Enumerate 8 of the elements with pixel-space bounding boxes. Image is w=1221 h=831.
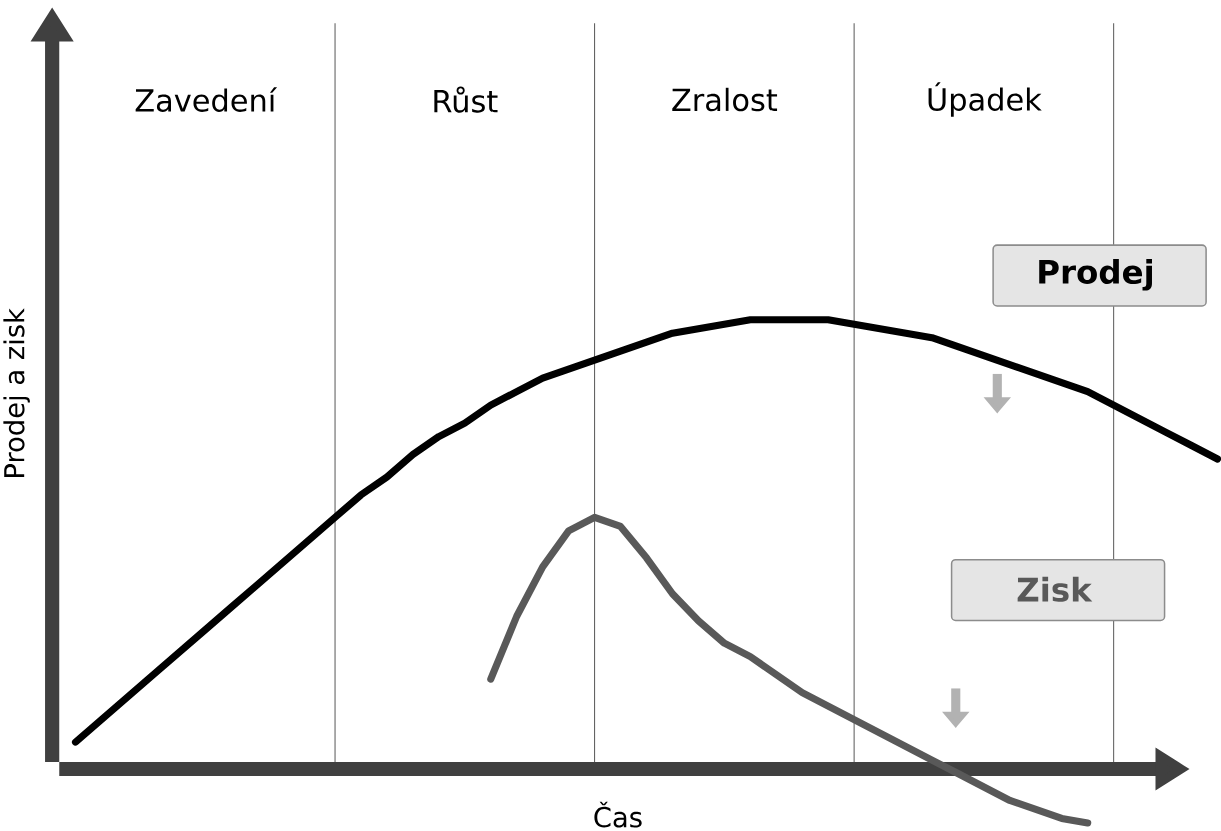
y-axis-title: Prodej a zisk (3, 308, 30, 477)
x-tick-label: Zralost (672, 87, 778, 112)
x-tick-label: Růst (434, 86, 498, 113)
text: Zisk (1017, 576, 1093, 602)
x-axis-title: Čas (594, 801, 642, 828)
x-tick-label: Úpadek (928, 82, 1042, 117)
text: Prodej (1039, 258, 1152, 291)
x-tick-label: Zavedení (135, 87, 278, 112)
